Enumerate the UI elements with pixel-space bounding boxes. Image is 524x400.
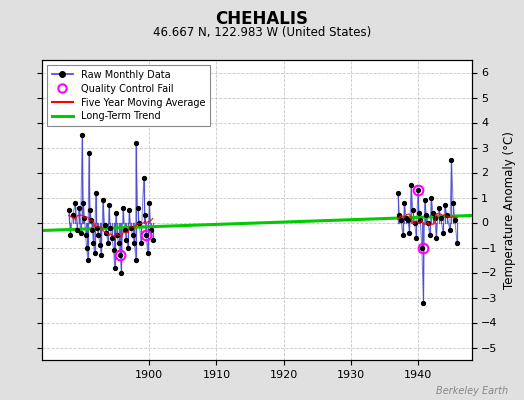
Y-axis label: Temperature Anomaly (°C): Temperature Anomaly (°C) [504,131,516,289]
Text: 46.667 N, 122.983 W (United States): 46.667 N, 122.983 W (United States) [153,26,371,39]
Text: Berkeley Earth: Berkeley Earth [436,386,508,396]
Text: CHEHALIS: CHEHALIS [215,10,309,28]
Legend: Raw Monthly Data, Quality Control Fail, Five Year Moving Average, Long-Term Tren: Raw Monthly Data, Quality Control Fail, … [47,65,210,126]
